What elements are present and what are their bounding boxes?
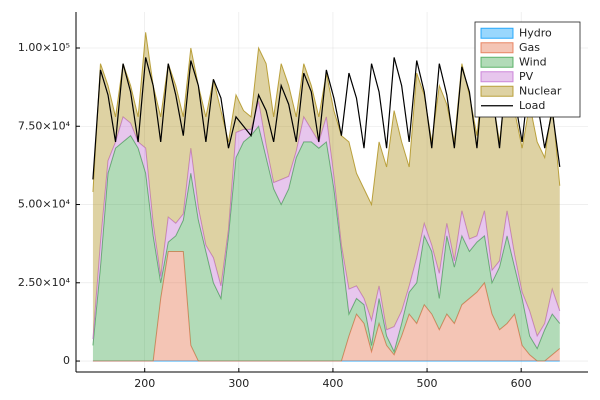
x-tick-label: 600: [511, 377, 532, 390]
legend-swatch: [480, 56, 514, 68]
x-tick-label: 400: [322, 377, 343, 390]
legend-label: PV: [519, 70, 534, 83]
y-tick-label: 7.50×10⁴: [18, 119, 71, 132]
x-tick-label: 200: [134, 377, 155, 390]
y-tick-label: 0: [63, 354, 70, 367]
x-tick-label: 500: [417, 377, 438, 390]
y-tick-label: 5.00×10⁴: [18, 198, 71, 211]
y-tick-label: 1.00×10⁵: [18, 41, 70, 54]
legend-label: Load: [519, 99, 545, 112]
legend-label: Wind: [519, 55, 547, 68]
legend-label: Hydro: [519, 26, 552, 39]
legend-swatch: [480, 85, 514, 97]
legend-label: Nuclear: [519, 84, 562, 97]
area-edge: [92, 101, 561, 340]
area: [92, 126, 560, 362]
legend-label: Gas: [519, 41, 540, 54]
area-edge: [92, 250, 561, 362]
legend-swatch: [480, 27, 514, 39]
x-tick-label: 300: [228, 377, 249, 390]
area-edge: [92, 125, 561, 354]
area: [92, 251, 560, 362]
legend-swatch: [480, 71, 514, 83]
y-tick-label: 2.50×10⁴: [18, 276, 71, 289]
legend-swatch: [480, 42, 514, 54]
